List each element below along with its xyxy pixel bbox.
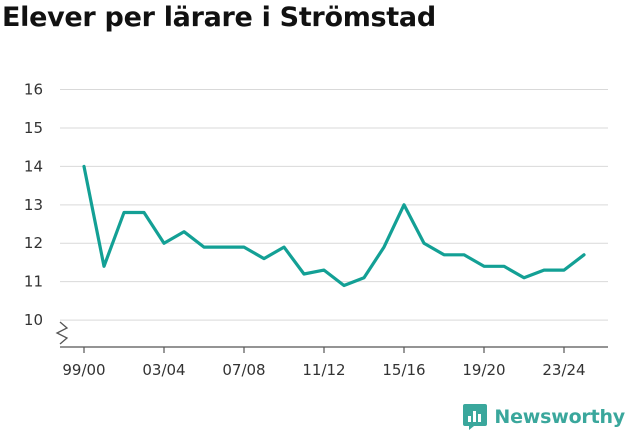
x-tick-label: 07/08: [222, 361, 265, 379]
data-point: [343, 284, 346, 287]
y-tick-label: 13: [24, 196, 43, 214]
axis-break-icon: [55, 321, 69, 345]
y-tick-label: 12: [24, 234, 43, 252]
data-point: [103, 265, 106, 268]
y-axis-tick-labels: 10 11 12 13 14 15 16: [24, 81, 43, 330]
data-point: [523, 276, 526, 279]
data-point: [563, 269, 566, 272]
data-point: [383, 246, 386, 249]
y-tick-label: 11: [24, 273, 43, 291]
data-point: [263, 257, 266, 260]
data-point: [503, 265, 506, 268]
data-point: [423, 242, 426, 245]
brand-name: Newsworthy: [494, 406, 625, 428]
x-tick-label: 11/12: [302, 361, 345, 379]
data-point: [583, 253, 586, 256]
y-tick-label: 16: [24, 81, 43, 99]
x-tick-label: 99/00: [62, 361, 105, 379]
data-point: [443, 253, 446, 256]
data-point: [303, 273, 306, 276]
data-point: [223, 246, 226, 249]
newsworthy-logo-icon: [463, 404, 488, 430]
y-tick-label: 14: [24, 157, 43, 175]
grid-lines: [60, 89, 608, 321]
series-line: [82, 164, 586, 288]
data-point: [123, 211, 126, 214]
data-point: [483, 265, 486, 268]
data-point: [203, 246, 206, 249]
data-point: [163, 242, 166, 245]
data-point: [323, 269, 326, 272]
y-tick-label: 10: [24, 311, 43, 329]
data-point: [183, 230, 186, 233]
x-tick-label: 23/24: [542, 361, 585, 379]
data-point: [283, 246, 286, 249]
x-axis: 99/00 03/04 07/08 11/12 15/16 19/20 23/24: [60, 346, 608, 379]
series-group: [82, 164, 586, 288]
data-point: [543, 269, 546, 272]
x-tick-label: 03/04: [142, 361, 185, 379]
data-point: [463, 253, 466, 256]
x-tick-label: 15/16: [382, 361, 425, 379]
axis-break-mark: [55, 321, 69, 345]
data-point: [403, 203, 406, 206]
brand: Newsworthy: [462, 403, 625, 431]
chart-title: Elever per lärare i Strömstad: [2, 2, 436, 33]
y-tick-label: 15: [24, 119, 43, 137]
x-tick-label: 19/20: [462, 361, 505, 379]
data-point: [363, 276, 366, 279]
data-point: [83, 165, 86, 168]
data-point: [243, 246, 246, 249]
data-point: [143, 211, 146, 214]
